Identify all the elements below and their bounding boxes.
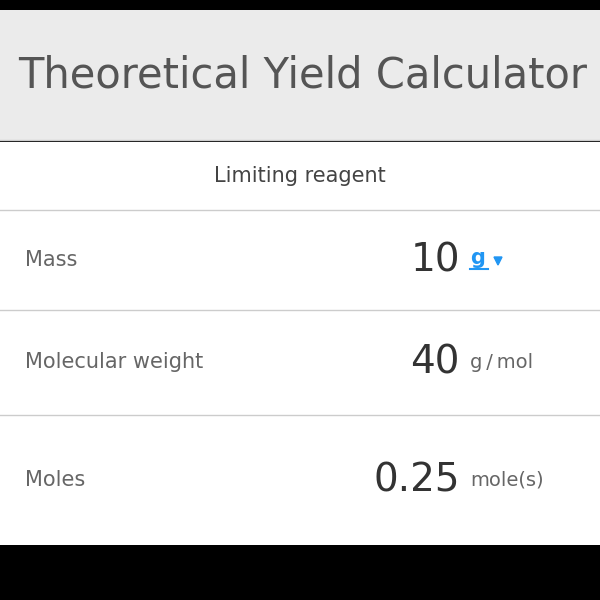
Text: Mass: Mass [25, 250, 77, 270]
Text: Theoretical Yield Calculator: Theoretical Yield Calculator [18, 54, 587, 96]
Text: mole(s): mole(s) [470, 470, 544, 490]
Text: 40: 40 [410, 343, 460, 382]
Text: Moles: Moles [25, 470, 85, 490]
FancyBboxPatch shape [0, 10, 600, 140]
Text: Molecular weight: Molecular weight [25, 352, 203, 373]
Text: Limiting reagent: Limiting reagent [214, 166, 386, 186]
Text: 10: 10 [410, 241, 460, 279]
Text: 0.25: 0.25 [373, 461, 460, 499]
Text: g / mol: g / mol [470, 353, 533, 372]
FancyBboxPatch shape [0, 142, 600, 545]
Text: g: g [470, 248, 485, 268]
Polygon shape [494, 257, 502, 265]
